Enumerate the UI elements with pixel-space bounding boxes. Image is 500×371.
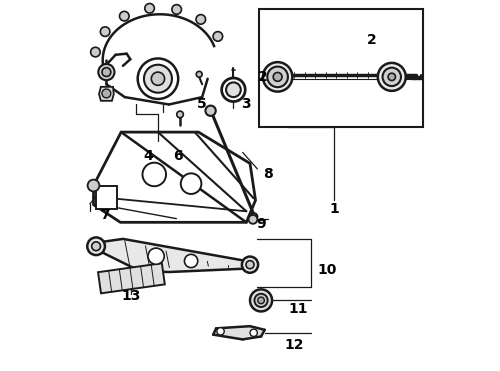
Circle shape — [268, 66, 288, 87]
Circle shape — [92, 242, 100, 251]
Circle shape — [88, 180, 100, 191]
Circle shape — [226, 82, 241, 97]
Circle shape — [378, 63, 406, 91]
Circle shape — [184, 255, 198, 267]
Text: 2: 2 — [258, 70, 268, 84]
Text: 6: 6 — [174, 149, 183, 163]
Text: 5: 5 — [196, 98, 206, 112]
Circle shape — [254, 294, 268, 307]
Circle shape — [250, 329, 258, 336]
Circle shape — [388, 73, 396, 81]
Circle shape — [142, 162, 166, 186]
Circle shape — [120, 12, 129, 21]
Circle shape — [242, 257, 258, 273]
Circle shape — [206, 106, 216, 116]
Circle shape — [152, 72, 164, 85]
Circle shape — [250, 289, 272, 311]
Circle shape — [144, 65, 172, 93]
Text: 7: 7 — [100, 208, 110, 222]
Polygon shape — [213, 326, 264, 339]
Bar — [259, 9, 423, 127]
Text: 2: 2 — [366, 33, 376, 47]
Text: 10: 10 — [318, 263, 337, 277]
Circle shape — [100, 27, 110, 36]
Polygon shape — [97, 239, 252, 272]
Circle shape — [248, 215, 258, 224]
Circle shape — [181, 173, 202, 194]
Text: 4: 4 — [144, 149, 154, 163]
Circle shape — [382, 68, 401, 86]
Text: 11: 11 — [288, 302, 308, 316]
Circle shape — [176, 111, 184, 118]
Circle shape — [246, 260, 254, 269]
Bar — [96, 186, 118, 210]
Circle shape — [148, 248, 164, 264]
Circle shape — [217, 328, 224, 335]
Text: 13: 13 — [122, 289, 141, 303]
Circle shape — [98, 64, 114, 80]
Text: 9: 9 — [256, 217, 266, 231]
Circle shape — [273, 72, 282, 81]
Circle shape — [196, 71, 202, 77]
Circle shape — [102, 68, 111, 76]
Circle shape — [250, 213, 258, 220]
Circle shape — [102, 89, 111, 98]
Bar — [254, 293, 268, 308]
Polygon shape — [98, 263, 165, 293]
Circle shape — [213, 32, 222, 41]
Circle shape — [196, 14, 205, 24]
Text: 12: 12 — [284, 338, 304, 352]
Circle shape — [258, 297, 264, 304]
Circle shape — [90, 47, 100, 57]
Circle shape — [263, 62, 292, 92]
Text: 3: 3 — [242, 98, 251, 112]
Polygon shape — [99, 87, 114, 101]
Circle shape — [87, 237, 105, 255]
Circle shape — [172, 5, 182, 14]
Text: 8: 8 — [264, 167, 274, 181]
Circle shape — [145, 3, 154, 13]
Text: 1: 1 — [329, 203, 339, 216]
